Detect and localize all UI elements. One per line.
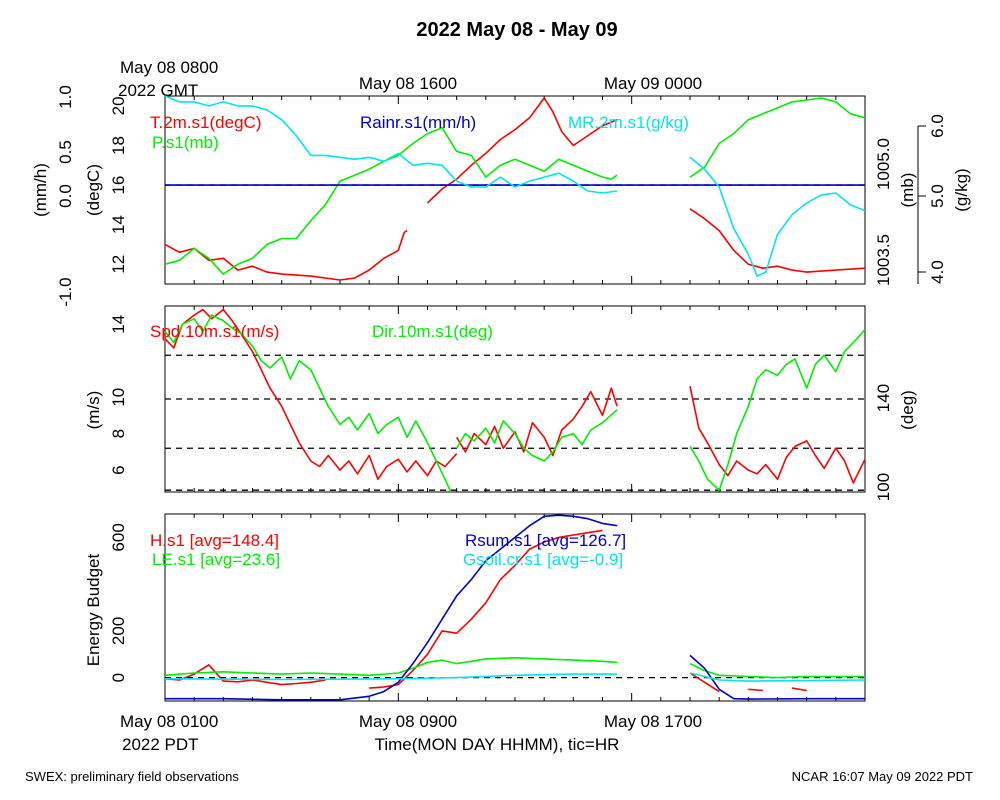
top-legend-entry: Rainr.s1(mm/h): [360, 113, 476, 132]
top-outer-right-axis-label: (g/kg): [952, 168, 971, 211]
top-axis-label: May 09 0000: [604, 74, 702, 93]
middle-left-tick-label: 10: [109, 388, 128, 407]
bottom-axis-label: May 08 0900: [359, 712, 457, 731]
footer-right: NCAR 16:07 May 09 2022 PDT: [792, 769, 973, 784]
middle-series-1-line: [689, 386, 866, 484]
top-legend-entry: T.2m.s1(degC): [150, 113, 261, 132]
top-inner-left-tick-label: 20: [109, 96, 128, 115]
top-panel-frame: [164, 95, 866, 285]
top-series-4-line: [689, 156, 866, 277]
top-legend-entry: P.s1(mb): [152, 133, 219, 152]
middle-legend-entry: Spd.10m.s1(m/s): [150, 322, 279, 341]
top-axis-first-label: May 08 0800: [120, 58, 218, 77]
bottom-legend-entry: Rsum.s1 [avg=126.7]: [465, 531, 626, 550]
middle-legend-entry: Dir.10m.s1(deg): [372, 322, 493, 341]
x-axis-title: Time(MON DAY HHMM), tic=HR: [375, 735, 620, 754]
top-legend-entry: MR.2m.s1(g/kg): [568, 113, 689, 132]
bottom-series-1-line: [791, 687, 807, 692]
top-inner-left-axis-label: (degC): [84, 164, 103, 216]
chart-title: 2022 May 08 - May 09: [416, 19, 617, 41]
top-series-4-line: [164, 95, 618, 194]
bottom-axis-label: May 08 1700: [604, 712, 702, 731]
top-inner-right-tick-label: 1003.5: [874, 234, 893, 286]
bottom-axis-first-sublabel: 2022 PDT: [122, 735, 199, 754]
middle-series-1-line: [164, 308, 458, 480]
middle-series-2-line: [456, 409, 618, 462]
top-series-2-line: [689, 97, 866, 178]
bottom-axis-first-label: May 08 0100: [120, 712, 218, 731]
bottom-series-4-line: [689, 672, 866, 682]
top-outer-left-axis-label: (mm/h): [31, 163, 50, 217]
top-outer-right-tick-label: 4.0: [928, 260, 947, 284]
top-series-1-line: [426, 97, 618, 204]
bottom-series-2-line: [164, 657, 618, 677]
bottom-series-4-line: [164, 673, 618, 681]
top-inner-right-axis-label: (mb): [898, 173, 917, 208]
top-outer-left-tick-label: 0.0: [56, 184, 75, 208]
top-outer-left-tick-label: 1.0: [56, 85, 75, 109]
middle-left-axis-label: (m/s): [84, 391, 103, 430]
middle-right-tick-label: 140: [874, 384, 893, 412]
top-axis-label: May 08 1600: [359, 74, 457, 93]
bottom-left-tick-label: 200: [109, 617, 128, 645]
top-inner-right-tick-label: 1005.0: [874, 138, 893, 190]
top-outer-left-tick-label: -1.0: [56, 277, 75, 306]
middle-series-2-line: [164, 314, 452, 493]
bottom-series-3-line: [165, 514, 618, 701]
top-series-2-line: [164, 126, 618, 275]
top-outer-right-tick-label: 5.0: [928, 184, 947, 208]
bottom-series-2-line: [689, 662, 865, 679]
panels: -1.0 0.0 0.5 1.0 (mm/h) 12 14 16 18 20 (degC) 1003.…: [31, 85, 971, 702]
top-axis-first-sublabel: 2022 GMT: [118, 81, 198, 100]
middle-left-tick-label: 6: [109, 465, 128, 474]
middle-series-1-line: [456, 387, 618, 457]
bottom-series-3-line: [689, 654, 865, 700]
top-series-1-line: [164, 229, 408, 281]
top-inner-left-tick-label: 16: [109, 176, 128, 195]
top-outer-right-tick-label: 6.0: [928, 114, 947, 138]
middle-left-tick-label: 8: [109, 429, 128, 438]
top-outer-left-tick-label: 0.5: [56, 140, 75, 164]
bottom-series-1-line: [369, 529, 603, 689]
bottom-series-1-line: [689, 672, 720, 693]
top-series-1-line: [689, 208, 866, 273]
top-inner-left-tick-label: 12: [109, 255, 128, 274]
bottom-legend-entry: LE.s1 [avg=23.6]: [152, 550, 280, 569]
top-inner-left-tick-label: 14: [109, 215, 128, 234]
bottom-legend-entry: H.s1 [avg=148.4]: [150, 531, 279, 550]
bottom-left-tick-label: 600: [109, 523, 128, 551]
bottom-series-1-line: [164, 664, 326, 686]
bottom-left-axis-label: Energy Budget: [84, 553, 103, 666]
top-inner-left-tick-label: 18: [109, 136, 128, 155]
middle-right-axis-label: (deg): [898, 390, 917, 430]
middle-right-tick-label: 100: [874, 473, 893, 501]
bottom-series-1-line: [748, 688, 763, 692]
middle-left-tick-label: 14: [109, 315, 128, 334]
footer-left: SWEX: preliminary field observations: [25, 769, 239, 784]
middle-series-2-line: [689, 329, 866, 491]
bottom-legend-entry: Gsoil.cr.s1 [avg=-0.9]: [463, 550, 623, 569]
bottom-left-tick-label: 0: [109, 673, 128, 682]
